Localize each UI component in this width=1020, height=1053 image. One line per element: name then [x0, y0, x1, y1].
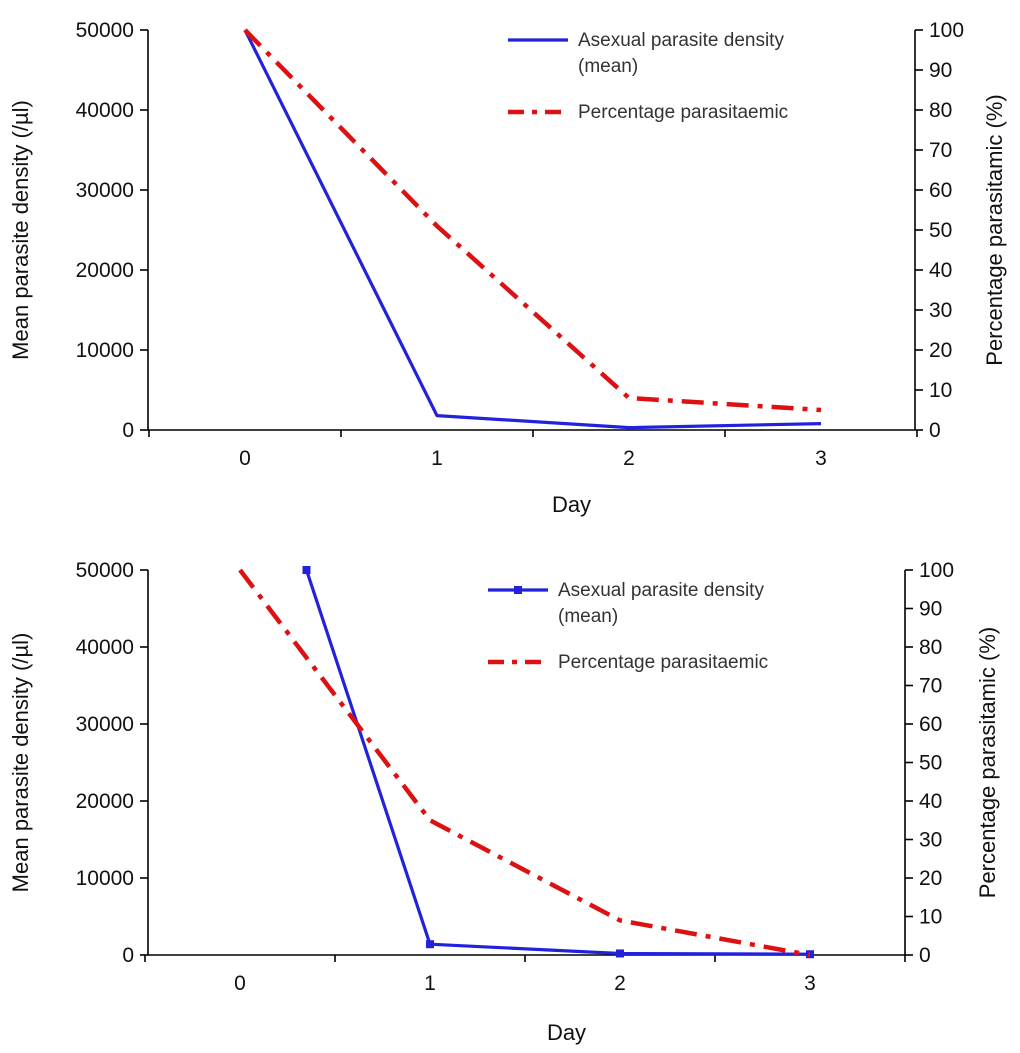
y2-tick-label: 50	[929, 219, 952, 242]
y-tick-label: 20000	[76, 259, 134, 282]
y2-tick-label: 80	[929, 99, 952, 122]
y2-tick-label: 10	[929, 379, 952, 402]
legend-label: Percentage parasitaemic	[558, 652, 768, 673]
series-line-percentage	[243, 28, 822, 413]
x-axis-title: Day	[547, 1020, 586, 1045]
y2-tick-label: 60	[929, 179, 952, 202]
y2-tick-label: 30	[919, 829, 942, 852]
y-tick-label: 50000	[76, 19, 134, 42]
series-line-density	[243, 29, 822, 430]
x-tick-label: 3	[804, 972, 816, 995]
legend-label: Asexual parasite density	[558, 580, 764, 601]
y-tick-label: 30000	[76, 179, 134, 202]
y2-tick-label: 40	[919, 790, 942, 813]
y2-tick-label: 20	[929, 339, 952, 362]
x-tick-label: 2	[614, 972, 626, 995]
y-tick-label: 10000	[76, 867, 134, 890]
y-tick-label: 0	[122, 944, 134, 967]
legend-marker	[514, 586, 522, 594]
x-axis-title: Day	[552, 492, 591, 517]
legend-label: (mean)	[558, 606, 618, 627]
y2-tick-label: 20	[919, 867, 942, 890]
y2-tick-label: 0	[929, 419, 941, 442]
y2-axis-title: Percentage parasitamic (%)	[975, 627, 1000, 898]
data-point-marker	[426, 940, 434, 949]
x-tick-label: 0	[234, 972, 246, 995]
y-tick-label: 40000	[76, 636, 134, 659]
y-axis-title: Mean parasite density (/µl)	[8, 100, 33, 360]
y-tick-label: 30000	[76, 713, 134, 736]
y2-tick-label: 0	[919, 944, 931, 967]
legend: Asexual parasite density (mean) Percentage…	[488, 580, 768, 673]
y2-tick-label: 50	[919, 752, 942, 775]
y2-tick-label: 90	[929, 59, 952, 82]
y2-tick-label: 70	[929, 139, 952, 162]
series-line-density	[304, 569, 811, 956]
y2-tick-label: 70	[919, 675, 942, 698]
chart-1: 0100002000030000400005000001020304050607…	[8, 19, 1007, 517]
x-tick-label: 0	[239, 447, 251, 470]
data-point-marker	[616, 949, 624, 958]
y-axis-title: Mean parasite density (/µl)	[8, 633, 33, 893]
y-tick-label: 10000	[76, 339, 134, 362]
data-point-marker	[302, 566, 311, 574]
legend-label: Asexual parasite density	[578, 30, 784, 51]
x-tick-label: 3	[815, 447, 827, 470]
x-tick-label: 1	[431, 447, 443, 470]
y-tick-label: 0	[122, 419, 134, 442]
legend: Asexual parasite density (mean) Percentage…	[508, 30, 788, 123]
y-tick-label: 50000	[76, 559, 134, 582]
y2-tick-label: 100	[919, 559, 954, 582]
y2-tick-label: 60	[919, 713, 942, 736]
y2-tick-label: 100	[929, 19, 964, 42]
y2-tick-label: 10	[919, 906, 942, 929]
series-line-percentage	[238, 568, 811, 958]
y-tick-label: 40000	[76, 99, 134, 122]
x-tick-label: 1	[424, 972, 436, 995]
x-tick-label: 2	[623, 447, 635, 470]
y2-tick-label: 30	[929, 299, 952, 322]
y2-tick-label: 80	[919, 636, 942, 659]
y2-axis-title: Percentage parasitamic (%)	[982, 94, 1007, 365]
legend-label: Percentage parasitaemic	[578, 102, 788, 123]
y2-tick-label: 40	[929, 259, 952, 282]
y-tick-label: 20000	[76, 790, 134, 813]
y2-tick-label: 90	[919, 598, 942, 621]
chart-2: 0100002000030000400005000001020304050607…	[8, 559, 1000, 1045]
legend-label: (mean)	[578, 56, 638, 77]
